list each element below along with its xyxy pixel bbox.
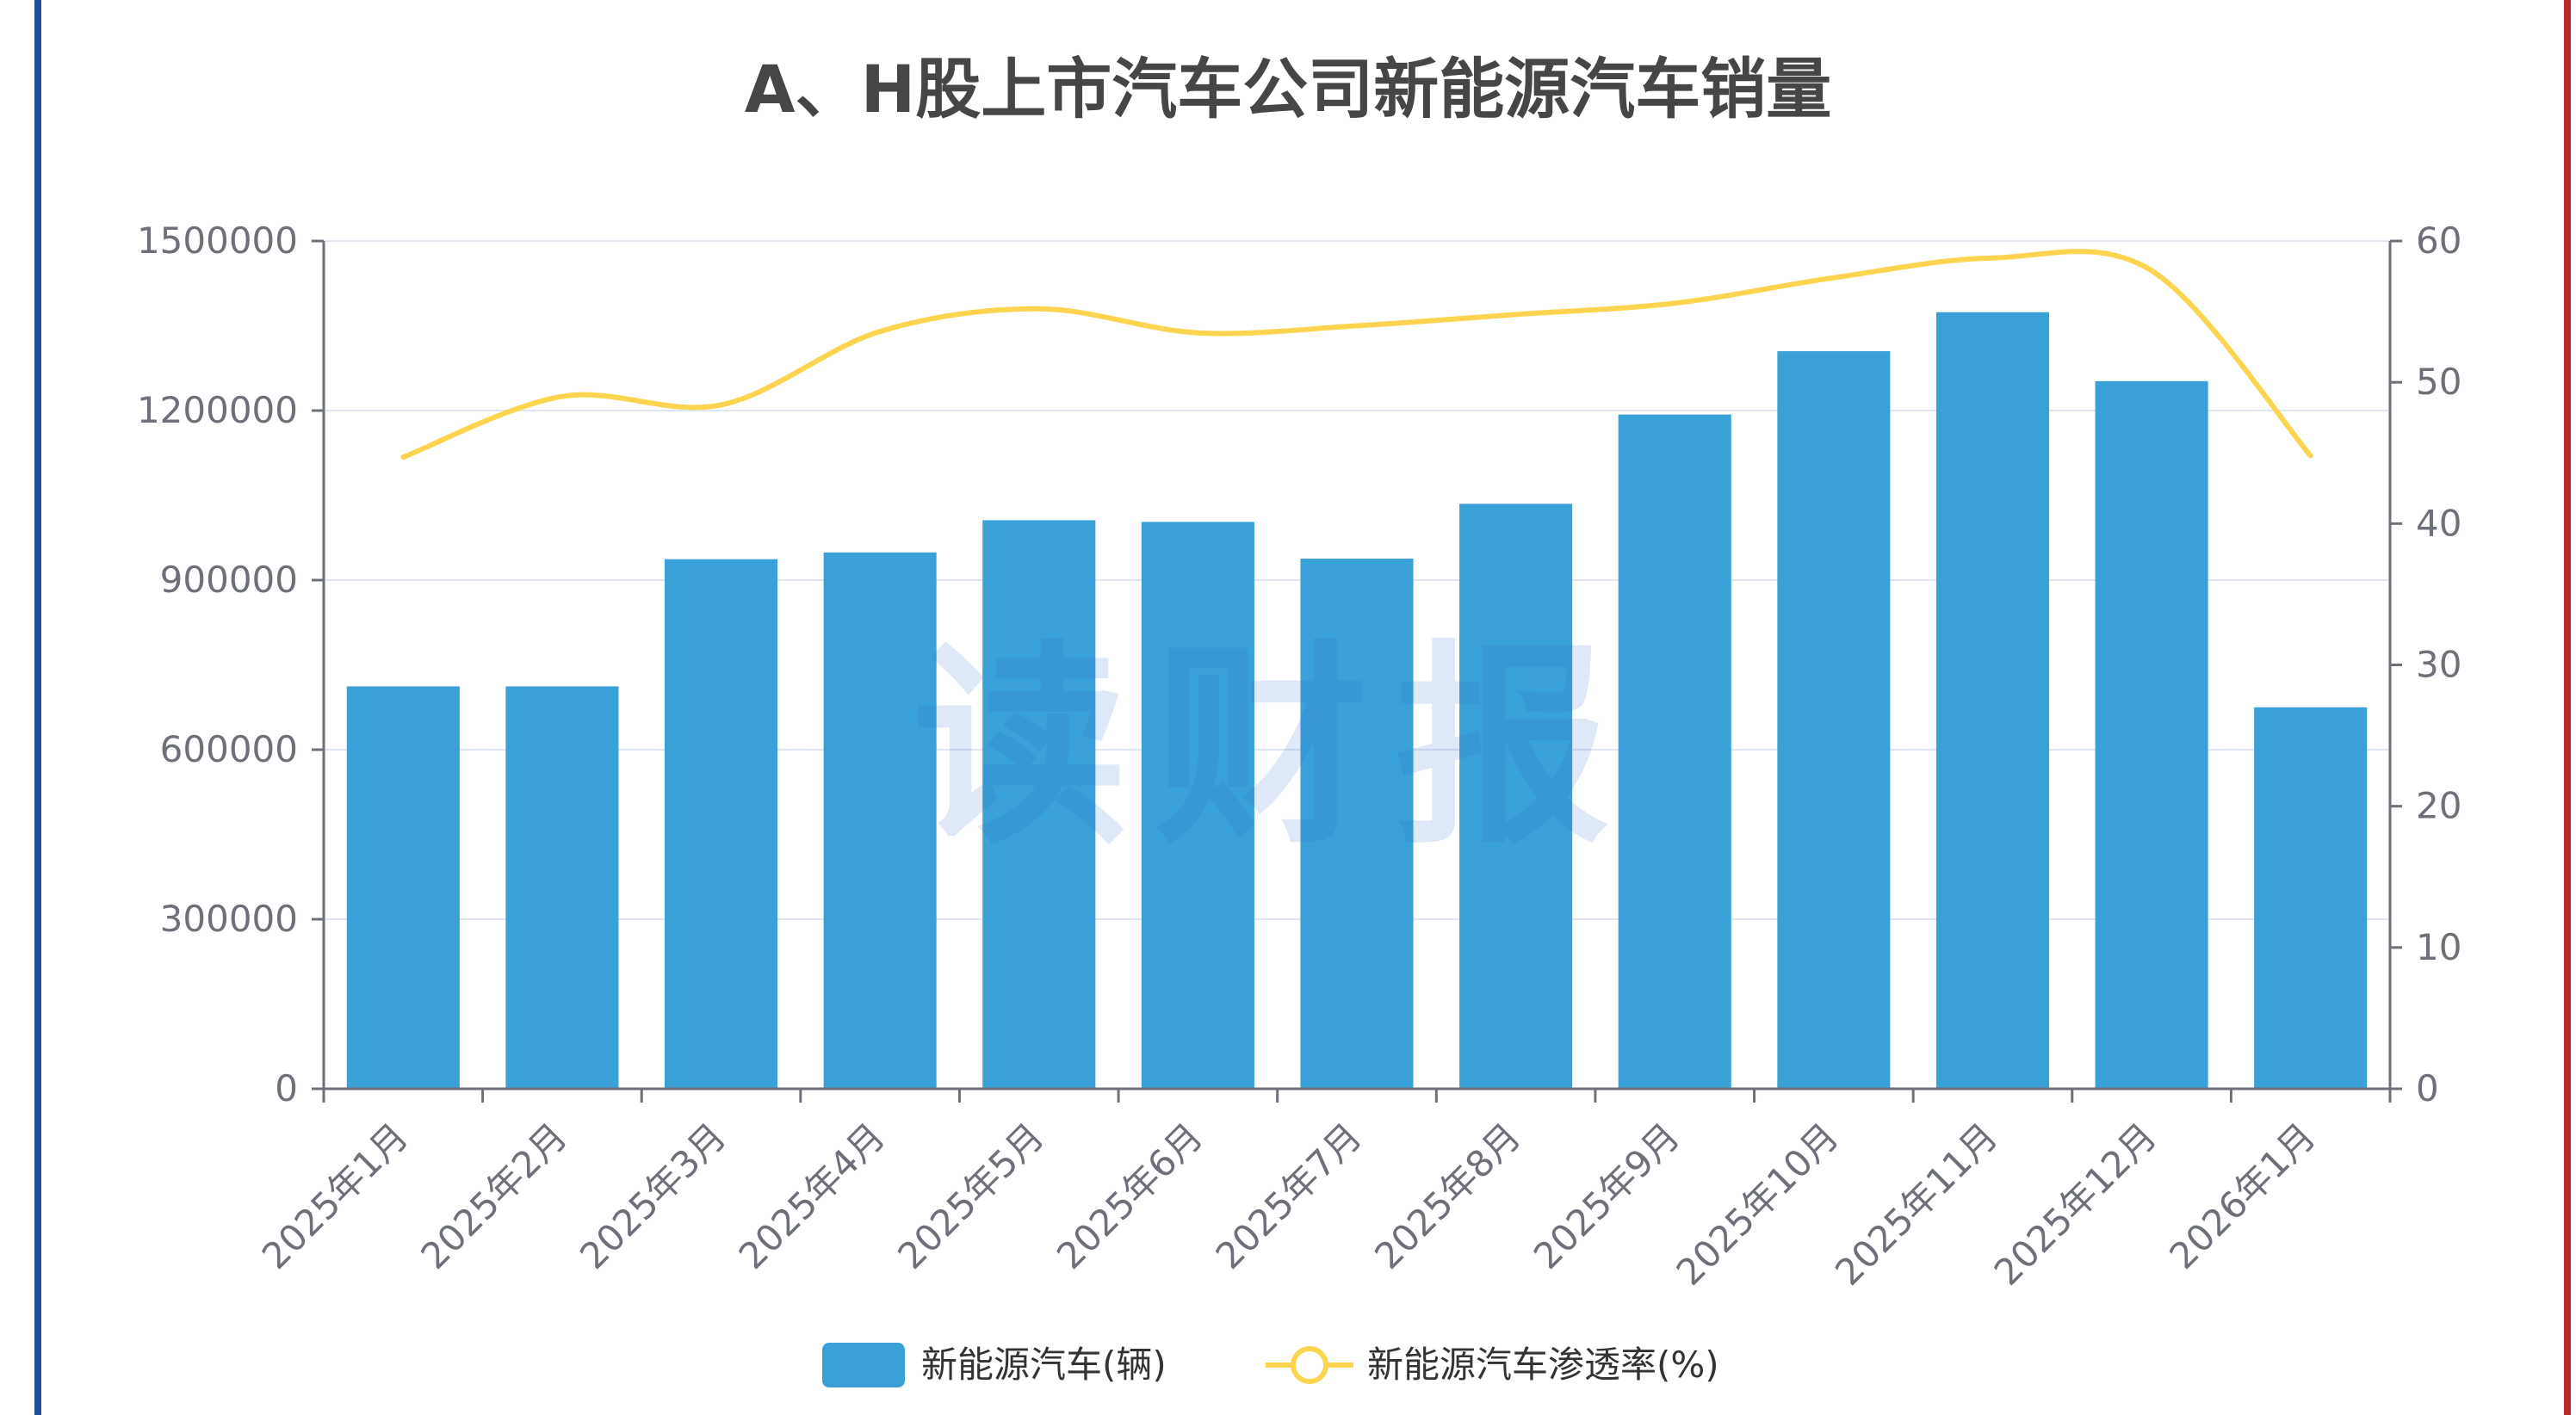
bar xyxy=(2095,380,2208,1089)
x-tick-label: 2025年11月 xyxy=(1827,1115,2005,1293)
x-tick-label: 2025年4月 xyxy=(731,1115,894,1277)
y-right-tick-label: 0 xyxy=(2416,1067,2439,1109)
x-tick-label: 2025年1月 xyxy=(254,1115,417,1277)
y-left-tick-label: 0 xyxy=(275,1067,298,1109)
bar xyxy=(1459,504,1573,1089)
y-right-tick-label: 10 xyxy=(2416,926,2461,968)
bar xyxy=(823,552,937,1089)
y-right-tick-label: 60 xyxy=(2416,219,2461,262)
x-tick-label: 2026年1月 xyxy=(2161,1115,2324,1277)
legend-swatch-bars xyxy=(822,1343,905,1387)
x-tick-label: 2025年12月 xyxy=(1986,1115,2164,1293)
penetration-rate-line xyxy=(400,249,2313,460)
legend-swatch-marker xyxy=(1291,1346,1328,1384)
x-tick-label: 2025年8月 xyxy=(1366,1115,1529,1277)
watermark: 读财报 xyxy=(913,622,1636,873)
bar xyxy=(1141,522,1254,1089)
bar xyxy=(982,520,1096,1089)
y-left-tick-label: 300000 xyxy=(160,898,298,940)
x-tick-label: 2025年7月 xyxy=(1208,1115,1371,1277)
x-tick-label: 2025年2月 xyxy=(412,1115,575,1277)
bar xyxy=(346,686,460,1089)
bar xyxy=(2254,707,2368,1089)
x-tick-label: 2025年10月 xyxy=(1668,1115,1846,1293)
x-tick-label: 2025年6月 xyxy=(1049,1115,1211,1277)
y-left-tick-label: 1200000 xyxy=(137,389,298,431)
bar-series xyxy=(346,312,2368,1089)
bar xyxy=(1618,414,1731,1089)
y-left-tick-label: 600000 xyxy=(160,728,298,770)
bar xyxy=(665,559,778,1089)
legend-label-line: 新能源汽车渗透率(%) xyxy=(1367,1344,1719,1386)
y-left-tick-label: 900000 xyxy=(160,559,298,601)
bar xyxy=(1300,559,1414,1089)
legend: 新能源汽车(辆) 新能源汽车渗透率(%) xyxy=(822,1343,1719,1387)
x-tick-label: 2025年3月 xyxy=(572,1115,734,1277)
bar xyxy=(505,686,619,1089)
chart-title: A、H股上市汽车公司新能源汽车销量 xyxy=(745,51,1831,127)
bar xyxy=(1777,351,1891,1089)
legend-item-bars[interactable]: 新能源汽车(辆) xyxy=(822,1343,1167,1387)
y-right-tick-label: 30 xyxy=(2416,644,2461,686)
y-right-tick-label: 20 xyxy=(2416,785,2461,827)
y-right-tick-label: 40 xyxy=(2416,502,2461,544)
x-tick-label: 2025年5月 xyxy=(889,1115,1052,1277)
right-border-stripe xyxy=(2564,0,2571,1415)
legend-item-line[interactable]: 新能源汽车渗透率(%) xyxy=(1266,1344,1719,1386)
y-left-tick-label: 1500000 xyxy=(137,219,298,262)
legend-label-bars: 新能源汽车(辆) xyxy=(921,1344,1167,1386)
x-tick-label: 2025年9月 xyxy=(1526,1115,1688,1277)
left-border-stripe xyxy=(34,0,41,1415)
line-series xyxy=(400,249,2313,460)
y-right-tick-label: 50 xyxy=(2416,361,2461,403)
bar xyxy=(1935,312,2049,1089)
